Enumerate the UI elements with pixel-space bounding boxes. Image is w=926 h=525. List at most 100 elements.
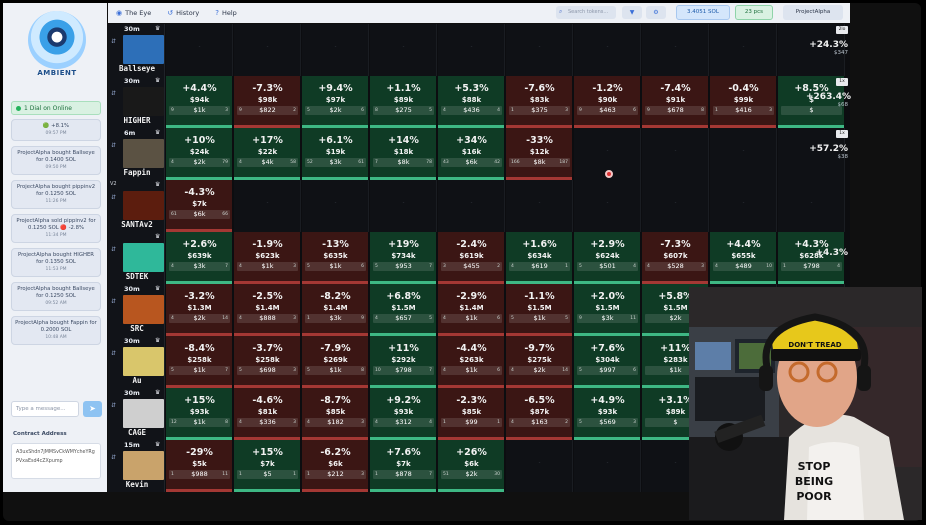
sort-arrow-icon[interactable]: ⇵	[111, 350, 117, 357]
empty-cell[interactable]: -	[370, 180, 437, 232]
empty-cell[interactable]: -	[234, 180, 301, 232]
empty-cell[interactable]: -	[302, 180, 369, 232]
price-cell[interactable]: +7.6% $304k 5 $997 6	[574, 336, 641, 388]
price-cell[interactable]: +4.9% $93k 5 $569 3	[574, 388, 641, 440]
price-cell[interactable]: +14% $18k 7 $8k 78	[370, 128, 437, 180]
price-cell[interactable]: -13% $635k 5 $1k 6	[302, 232, 369, 284]
token-row[interactable]: 15m ♛ ⇵ Kevin -29% $5k 1 $988 11 +15% $7k 1 $5 1 -6.2%…	[108, 440, 850, 492]
token-header[interactable]: 30m ♛ ⇵ Au	[108, 336, 165, 388]
empty-cell[interactable]: -	[642, 128, 709, 180]
filter-button[interactable]: ▼	[622, 6, 642, 19]
price-cell[interactable]: +4.4% $655k 4 $489 10	[710, 232, 777, 284]
search-input[interactable]: ⌕ Search tokens...	[556, 6, 616, 19]
price-cell[interactable]: +4.3% $628k 1 $798 4	[778, 232, 845, 284]
contract-address[interactable]: A3uxShdn7jMMSvCkWMYcheYRgPVxaEsd4cZXpump	[11, 443, 101, 479]
token-header[interactable]: 6m ♛ ⇵ Fappin	[108, 128, 165, 180]
sort-arrow-icon[interactable]: ⇵	[111, 298, 117, 305]
price-cell[interactable]: -7.6% $83k 1 $375 3	[506, 76, 573, 128]
price-cell[interactable]: +8.5% $ $	[778, 76, 845, 128]
token-header[interactable]: 30m ♛ ⇵ Ballseye	[108, 24, 165, 76]
empty-cell[interactable]: -	[710, 24, 777, 76]
price-cell[interactable]: -0.4% $99k 1 $416 3	[710, 76, 777, 128]
token-header[interactable]: 30m ♛ ⇵ HIGHER	[108, 76, 165, 128]
nav-the-eye[interactable]: ◉ The Eye	[116, 9, 152, 17]
price-cell[interactable]: -3.7% $258k 5 $698 3	[234, 336, 301, 388]
empty-cell[interactable]: -	[506, 24, 573, 76]
token-row[interactable]: 6m ♛ ⇵ Fappin +10% $24k 4 $2k 79 +17% $22k 4 $4k 58 +6…	[108, 128, 850, 180]
price-cell[interactable]: -6.5% $87k 4 $163 2	[506, 388, 573, 440]
price-cell[interactable]: -7.3% $607k 4 $528 3	[642, 232, 709, 284]
price-cell[interactable]: +34% $16k 43 $6k 42	[438, 128, 505, 180]
price-cell[interactable]: +4.4% $94k 9 $1k 3	[166, 76, 233, 128]
nav-history[interactable]: ↺ History	[167, 9, 200, 17]
empty-cell[interactable]: -	[234, 24, 301, 76]
price-cell[interactable]: -4.6% $81k 4 $336 3	[234, 388, 301, 440]
sort-arrow-icon[interactable]: ⇵	[111, 90, 117, 97]
sort-arrow-icon[interactable]: ⇵	[111, 142, 117, 149]
empty-cell[interactable]: -	[166, 24, 233, 76]
price-cell[interactable]: +17% $22k 4 $4k 58	[234, 128, 301, 180]
price-cell[interactable]: +7.6% $7k 1 $878 7	[370, 440, 437, 492]
token-row[interactable]: 30m ♛ ⇵ HIGHER +4.4% $94k 9 $1k 3 -7.3% $98k 9 $822 2…	[108, 76, 851, 128]
empty-cell[interactable]: -	[574, 24, 641, 76]
token-row[interactable]: ♛ ⇵ SDTEK +2.6% $639k 4 $3k 7 -1.9% $623k 4 $1k 3 -13…	[108, 232, 850, 284]
price-cell[interactable]: +10% $24k 4 $2k 79	[166, 128, 233, 180]
price-cell[interactable]: -33% $12k 166 $8k 187	[506, 128, 573, 180]
price-cell[interactable]: +2.6% $639k 4 $3k 7	[166, 232, 233, 284]
sort-arrow-icon[interactable]: ⇵	[111, 246, 117, 253]
sol-balance[interactable]: 3.4051 SOL	[676, 5, 730, 20]
price-cell[interactable]: +19% $734k 5 $953 7	[370, 232, 437, 284]
price-cell[interactable]: -8.7% $85k 4 $182 3	[302, 388, 369, 440]
empty-cell[interactable]: -	[574, 180, 641, 232]
price-cell[interactable]: -6.2% $6k 1 $212 3	[302, 440, 369, 492]
price-cell[interactable]: -4.4% $263k 4 $1k 6	[438, 336, 505, 388]
price-cell[interactable]: +2.0% $1.5M 9 $3k 11	[574, 284, 641, 336]
price-cell[interactable]: -3.2% $1.3M 4 $2k 14	[166, 284, 233, 336]
price-cell[interactable]: +1.1% $89k 8 $275 5	[370, 76, 437, 128]
price-cell[interactable]: -29% $5k 1 $988 11	[166, 440, 233, 492]
empty-cell[interactable]: -	[778, 24, 845, 76]
empty-cell[interactable]: -	[574, 440, 641, 492]
price-cell[interactable]: +2.9% $624k 5 $501 4	[574, 232, 641, 284]
pcs-badge[interactable]: 23 pcs	[735, 5, 773, 20]
multiplier-badge[interactable]: 1x	[836, 130, 848, 138]
price-cell[interactable]: -4.3% $7k 61 $6k 66	[166, 180, 233, 232]
sort-arrow-icon[interactable]: ⇵	[111, 194, 117, 201]
token-row[interactable]: 30m ♛ ⇵ Ballseye - - - - - - - - - - +24.3% $347 2lo	[108, 24, 850, 76]
price-cell[interactable]: +6.1% $19k 52 $3k 61	[302, 128, 369, 180]
empty-cell[interactable]: -	[506, 440, 573, 492]
empty-cell[interactable]: -	[302, 24, 369, 76]
token-row[interactable]: V2 ♛ ⇵ SANTAv2 -4.3% $7k 61 $6k 66 - - - - - - - - -	[108, 180, 850, 232]
empty-cell[interactable]: -	[778, 128, 845, 180]
price-cell[interactable]: -2.4% $619k 3 $455 2	[438, 232, 505, 284]
settings-button[interactable]: ⚙	[646, 6, 666, 19]
token-header[interactable]: ♛ ⇵ SDTEK	[108, 232, 165, 284]
price-cell[interactable]: -8.4% $258k 5 $1k 7	[166, 336, 233, 388]
price-cell[interactable]: -7.9% $269k 5 $1k 8	[302, 336, 369, 388]
sort-arrow-icon[interactable]: ⇵	[111, 402, 117, 409]
message-input[interactable]: Type a message...	[11, 401, 79, 417]
empty-cell[interactable]: -	[778, 180, 845, 232]
price-cell[interactable]: +5.3% $88k 4 $436 4	[438, 76, 505, 128]
multiplier-badge[interactable]: 1x	[836, 78, 848, 86]
price-cell[interactable]: +9.4% $97k 5 $2k 6	[302, 76, 369, 128]
price-cell[interactable]: +26% $6k 51 $2k 30	[438, 440, 505, 492]
price-cell[interactable]: -2.3% $85k 1 $99 1	[438, 388, 505, 440]
user-menu[interactable]: ProjectAlpha	[783, 5, 843, 20]
send-button[interactable]: ➤	[83, 401, 102, 417]
price-cell[interactable]: -9.7% $275k 4 $2k 14	[506, 336, 573, 388]
empty-cell[interactable]: -	[642, 180, 709, 232]
empty-cell[interactable]: -	[642, 24, 709, 76]
price-cell[interactable]: +15% $7k 1 $5 1	[234, 440, 301, 492]
price-cell[interactable]: -2.5% $1.4M 4 $888 3	[234, 284, 301, 336]
empty-cell[interactable]: -	[710, 180, 777, 232]
sort-arrow-icon[interactable]: ⇵	[111, 38, 117, 45]
empty-cell[interactable]: -	[506, 180, 573, 232]
price-cell[interactable]: -1.2% $90k 9 $463 6	[574, 76, 641, 128]
empty-cell[interactable]: -	[438, 24, 505, 76]
multiplier-badge[interactable]: 2lo	[836, 26, 848, 34]
token-header[interactable]: 30m ♛ ⇵ CAGE	[108, 388, 165, 440]
empty-cell[interactable]: -	[438, 180, 505, 232]
price-cell[interactable]: -1.9% $623k 4 $1k 3	[234, 232, 301, 284]
price-cell[interactable]: -1.1% $1.5M 5 $1k 5	[506, 284, 573, 336]
